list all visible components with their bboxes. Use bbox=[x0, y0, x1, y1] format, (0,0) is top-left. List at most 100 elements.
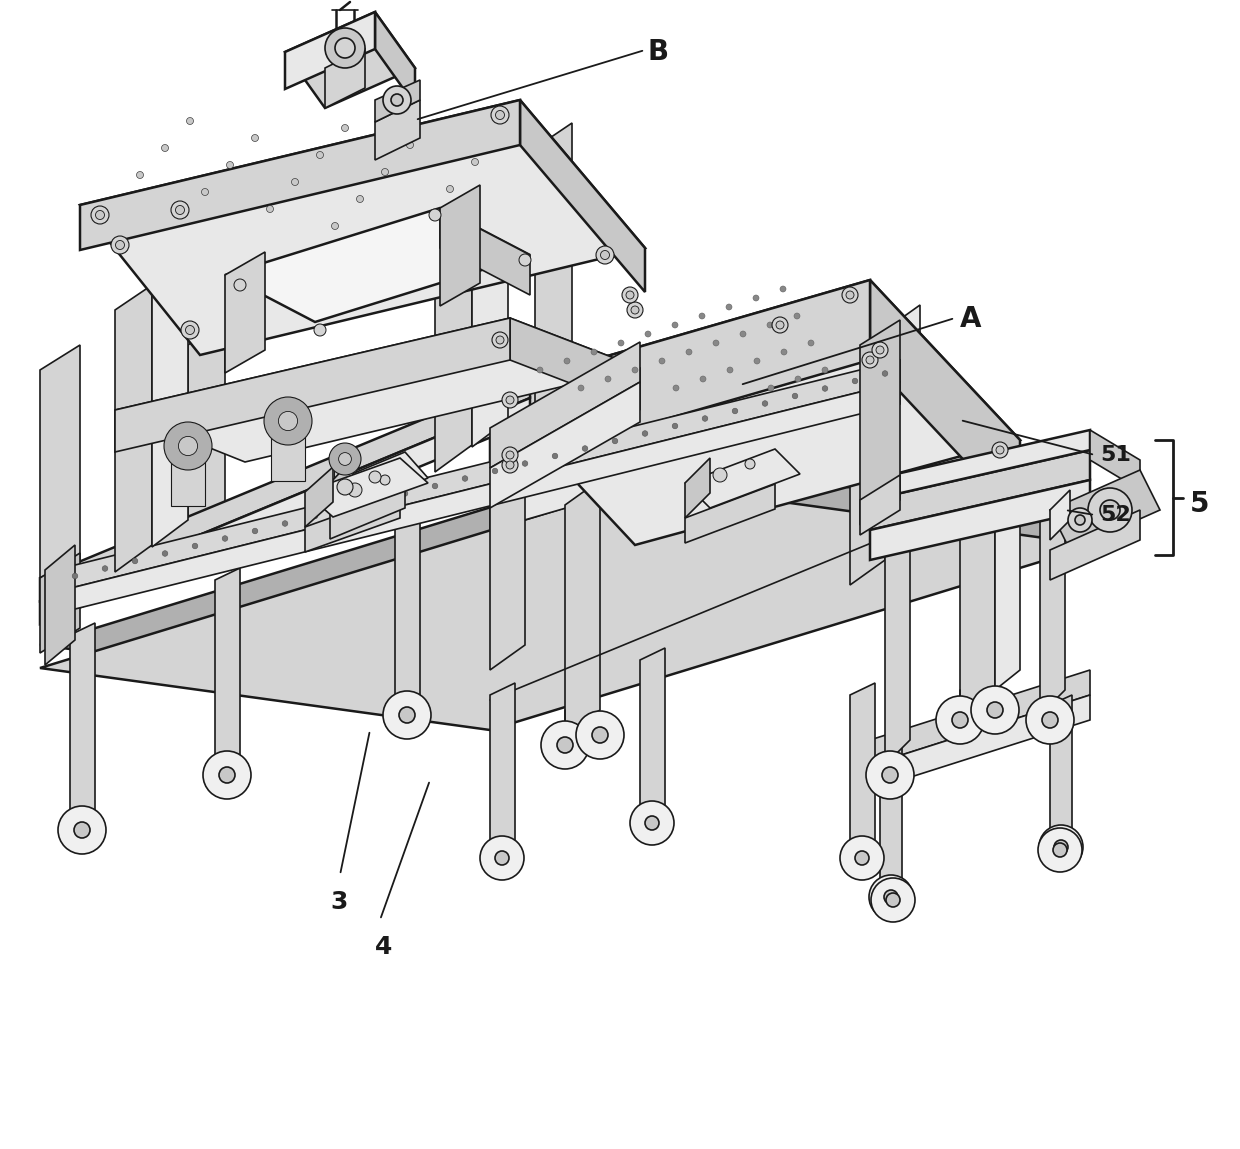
Polygon shape bbox=[960, 460, 994, 715]
Circle shape bbox=[329, 444, 361, 475]
Circle shape bbox=[613, 438, 618, 444]
Circle shape bbox=[699, 313, 706, 319]
Text: A: A bbox=[960, 304, 982, 333]
Polygon shape bbox=[534, 123, 572, 407]
Polygon shape bbox=[490, 500, 1021, 715]
Polygon shape bbox=[69, 623, 95, 822]
Circle shape bbox=[996, 446, 1004, 454]
Circle shape bbox=[541, 722, 589, 769]
Circle shape bbox=[267, 206, 274, 213]
Polygon shape bbox=[849, 330, 885, 585]
Circle shape bbox=[1038, 828, 1083, 872]
Polygon shape bbox=[40, 553, 81, 653]
Circle shape bbox=[642, 431, 647, 437]
Circle shape bbox=[952, 712, 968, 728]
Polygon shape bbox=[215, 568, 241, 768]
Circle shape bbox=[201, 188, 208, 195]
Polygon shape bbox=[1050, 510, 1140, 580]
Circle shape bbox=[1068, 508, 1092, 532]
Polygon shape bbox=[870, 280, 1021, 520]
Circle shape bbox=[136, 171, 144, 178]
Circle shape bbox=[492, 332, 508, 348]
Circle shape bbox=[645, 331, 651, 337]
Polygon shape bbox=[684, 449, 800, 508]
Circle shape bbox=[869, 876, 913, 919]
Circle shape bbox=[95, 210, 104, 219]
Polygon shape bbox=[81, 100, 645, 355]
Circle shape bbox=[839, 836, 884, 880]
Polygon shape bbox=[684, 484, 775, 543]
Polygon shape bbox=[640, 648, 665, 817]
Circle shape bbox=[578, 385, 584, 391]
Circle shape bbox=[564, 358, 570, 364]
Polygon shape bbox=[861, 475, 900, 535]
Circle shape bbox=[627, 302, 644, 318]
Circle shape bbox=[335, 38, 355, 57]
Circle shape bbox=[291, 178, 299, 185]
Circle shape bbox=[491, 106, 508, 124]
Circle shape bbox=[316, 152, 324, 159]
Polygon shape bbox=[224, 208, 529, 322]
Polygon shape bbox=[374, 11, 415, 105]
Polygon shape bbox=[490, 480, 999, 710]
Circle shape bbox=[397, 239, 403, 247]
Polygon shape bbox=[115, 318, 510, 452]
Text: 51: 51 bbox=[1100, 445, 1131, 465]
Polygon shape bbox=[440, 208, 529, 295]
Polygon shape bbox=[81, 100, 520, 250]
Polygon shape bbox=[880, 745, 901, 890]
Polygon shape bbox=[334, 458, 356, 499]
Polygon shape bbox=[870, 430, 1090, 500]
Circle shape bbox=[252, 529, 258, 534]
Circle shape bbox=[1075, 515, 1085, 525]
Circle shape bbox=[992, 442, 1008, 458]
Circle shape bbox=[583, 446, 588, 452]
Polygon shape bbox=[285, 11, 415, 108]
Circle shape bbox=[591, 727, 608, 743]
Circle shape bbox=[713, 340, 719, 346]
Circle shape bbox=[658, 358, 665, 364]
Circle shape bbox=[1025, 696, 1074, 745]
Circle shape bbox=[882, 371, 888, 377]
Circle shape bbox=[763, 401, 768, 407]
Polygon shape bbox=[885, 304, 920, 560]
Circle shape bbox=[1100, 500, 1120, 520]
Circle shape bbox=[795, 376, 801, 381]
Circle shape bbox=[754, 358, 760, 364]
Circle shape bbox=[219, 768, 236, 782]
Polygon shape bbox=[396, 508, 420, 707]
Circle shape bbox=[164, 422, 212, 470]
Circle shape bbox=[341, 124, 348, 131]
Polygon shape bbox=[510, 318, 640, 410]
Polygon shape bbox=[849, 683, 875, 853]
Circle shape bbox=[884, 890, 898, 904]
Circle shape bbox=[471, 159, 479, 165]
Circle shape bbox=[446, 185, 454, 193]
Polygon shape bbox=[305, 458, 428, 517]
Circle shape bbox=[630, 801, 675, 845]
Polygon shape bbox=[305, 493, 401, 552]
Circle shape bbox=[591, 349, 596, 355]
Polygon shape bbox=[490, 683, 515, 853]
Circle shape bbox=[1042, 712, 1058, 728]
Circle shape bbox=[399, 707, 415, 723]
Polygon shape bbox=[520, 100, 645, 292]
Circle shape bbox=[506, 396, 515, 404]
Circle shape bbox=[433, 484, 438, 488]
Circle shape bbox=[379, 475, 391, 485]
Circle shape bbox=[866, 356, 874, 364]
Circle shape bbox=[407, 141, 413, 148]
Polygon shape bbox=[171, 446, 205, 506]
Polygon shape bbox=[330, 483, 405, 539]
Polygon shape bbox=[490, 280, 870, 470]
Polygon shape bbox=[45, 545, 74, 665]
Polygon shape bbox=[55, 360, 900, 592]
Circle shape bbox=[672, 322, 678, 327]
Polygon shape bbox=[435, 183, 472, 472]
Circle shape bbox=[495, 851, 508, 865]
Circle shape bbox=[618, 340, 624, 346]
Circle shape bbox=[422, 213, 429, 219]
Polygon shape bbox=[565, 480, 600, 735]
Text: 52: 52 bbox=[1100, 506, 1131, 525]
Polygon shape bbox=[374, 80, 420, 122]
